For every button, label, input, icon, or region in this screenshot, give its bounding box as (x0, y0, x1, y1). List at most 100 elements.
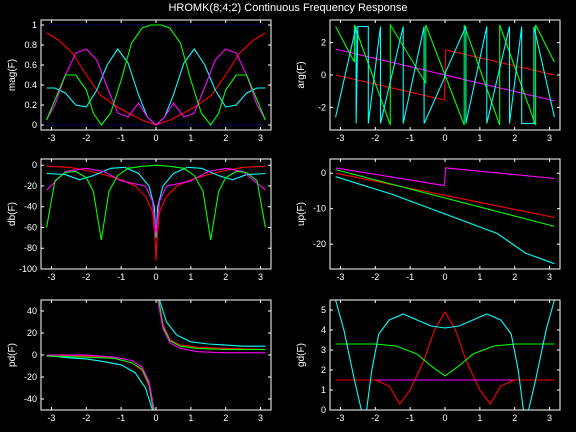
subplot-db: -3 -2 -1 0 1 2 3 -100 -80 -60 -40 -20 0 db(F) (7, 158, 272, 282)
arg-series-group (335, 22, 555, 126)
arg-xtick-label: 0 (442, 133, 447, 143)
pd-ytick-label: 0 (32, 350, 37, 360)
pd-series-group (46, 300, 266, 410)
pd-ytick-label: 20 (27, 328, 37, 338)
pd-xtick-label: 2 (223, 413, 228, 423)
db-xtick-label: 3 (258, 272, 263, 282)
gd-ytick-label: 0 (321, 405, 326, 415)
db-ytick-label: -60 (24, 222, 37, 232)
db-ytick-label: 0 (32, 160, 37, 170)
db-xtick-label: -2 (82, 272, 90, 282)
up-series-2 (335, 169, 555, 227)
pd-series-7 (157, 300, 266, 354)
gd-ytick-label: 1 (321, 385, 326, 395)
gd-ytick-label: 5 (321, 305, 326, 315)
arg-ylabel: arg(F) (296, 61, 307, 88)
pd-ytick-label: 40 (27, 306, 37, 316)
gd-xtick-label: -2 (371, 413, 379, 423)
gd-xtick-label: -1 (406, 413, 414, 423)
arg-series-3 (335, 25, 555, 125)
db-ytick-label: -40 (24, 202, 37, 212)
pd-xtick-label: -3 (47, 413, 55, 423)
arg-ytick-label: -2 (318, 102, 326, 112)
up-ylabel: up(F) (296, 202, 307, 226)
up-xtick-label: 1 (477, 272, 482, 282)
up-xtick-label: -1 (406, 272, 414, 282)
gd-xtick-label: -3 (336, 413, 344, 423)
mag-series-4 (46, 48, 266, 126)
mag-series-group (46, 24, 266, 126)
db-xtick-label: 0 (153, 272, 158, 282)
up-xtick-label: -3 (336, 272, 344, 282)
gd-series-2 (335, 343, 555, 377)
db-series-2 (46, 167, 266, 233)
up-series-3 (335, 176, 555, 265)
db-series-1 (46, 166, 266, 238)
pd-xtick-label: 0 (153, 413, 158, 423)
subplot-arg: -3 -2 -1 0 1 2 3 -2 0 2 arg(F) (296, 19, 561, 143)
arg-xtick-label: 1 (477, 133, 482, 143)
gd-xtick-label: 0 (442, 413, 447, 423)
up-series-group (335, 167, 555, 265)
up-ytick-label: -10 (313, 204, 326, 214)
gd-xtick-label: 2 (512, 413, 517, 423)
mag-xtick-label: -2 (82, 133, 90, 143)
gd-xtick-label: 1 (477, 413, 482, 423)
mag-ytick-label: 1 (32, 20, 37, 30)
subplot-mag: -3 -2 -1 0 1 2 3 0 0.2 0.4 0.6 0.8 1 mag(F) (7, 19, 272, 143)
pd-xtick-label: -2 (82, 413, 90, 423)
arg-xtick-label: -2 (371, 133, 379, 143)
db-series-group (46, 164, 266, 261)
arg-xtick-label: -3 (336, 133, 344, 143)
mag-series-5 (46, 24, 266, 126)
arg-xtick-label: -1 (406, 133, 414, 143)
gd-ylabel: gd(F) (296, 343, 307, 367)
up-xtick-label: 0 (442, 272, 447, 282)
db-series-0 (46, 165, 266, 261)
gd-series-1 (335, 310, 555, 405)
gd-series-group (335, 300, 555, 410)
mag-ytick-label: 0.8 (24, 40, 37, 50)
db-xtick-label: 2 (223, 272, 228, 282)
gd-ytick-label: 3 (321, 345, 326, 355)
db-ytick-label: -100 (19, 264, 37, 274)
mag-xtick-label: 2 (223, 133, 228, 143)
mag-ylabel: mag(F) (7, 59, 18, 91)
mag-xtick-label: -3 (47, 133, 55, 143)
mag-xtick-label: 0 (153, 133, 158, 143)
gd-series-3 (335, 300, 555, 410)
mag-ytick-label: 0.6 (24, 60, 37, 70)
arg-xtick-label: 3 (547, 133, 552, 143)
arg-ytick-label: 0 (321, 70, 326, 80)
pd-xtick-label: -1 (117, 413, 125, 423)
up-ytick-label: 0 (321, 168, 326, 178)
pd-ylabel: pd(F) (7, 343, 18, 367)
subplot-gd: -3 -2 -1 0 1 2 3 0 1 2 3 4 5 gd(F) (296, 299, 561, 423)
pd-series-0 (46, 355, 154, 410)
arg-ytick-label: 2 (321, 38, 326, 48)
up-xtick-label: 2 (512, 272, 517, 282)
db-xtick-label: -3 (47, 272, 55, 282)
gd-ytick-label: 4 (321, 325, 326, 335)
up-series-1 (335, 172, 555, 219)
up-xtick-label: -2 (371, 272, 379, 282)
pd-ytick-label: -20 (24, 372, 37, 382)
pd-xtick-label: 1 (188, 413, 193, 423)
mag-ytick-label: 0.4 (24, 80, 37, 90)
mag-xtick-label: -1 (117, 133, 125, 143)
db-ylabel: db(F) (7, 202, 18, 226)
pd-series-1 (158, 300, 266, 347)
mag-xtick-label: 1 (188, 133, 193, 143)
pd-series-6 (46, 354, 155, 410)
db-ytick-label: -80 (24, 243, 37, 253)
up-series-0 (335, 167, 555, 187)
up-xtick-label: 3 (547, 272, 552, 282)
db-xtick-label: -1 (117, 272, 125, 282)
mag-ytick-label: 0.2 (24, 100, 37, 110)
gd-ytick-label: 2 (321, 365, 326, 375)
gd-xtick-label: 3 (547, 413, 552, 423)
